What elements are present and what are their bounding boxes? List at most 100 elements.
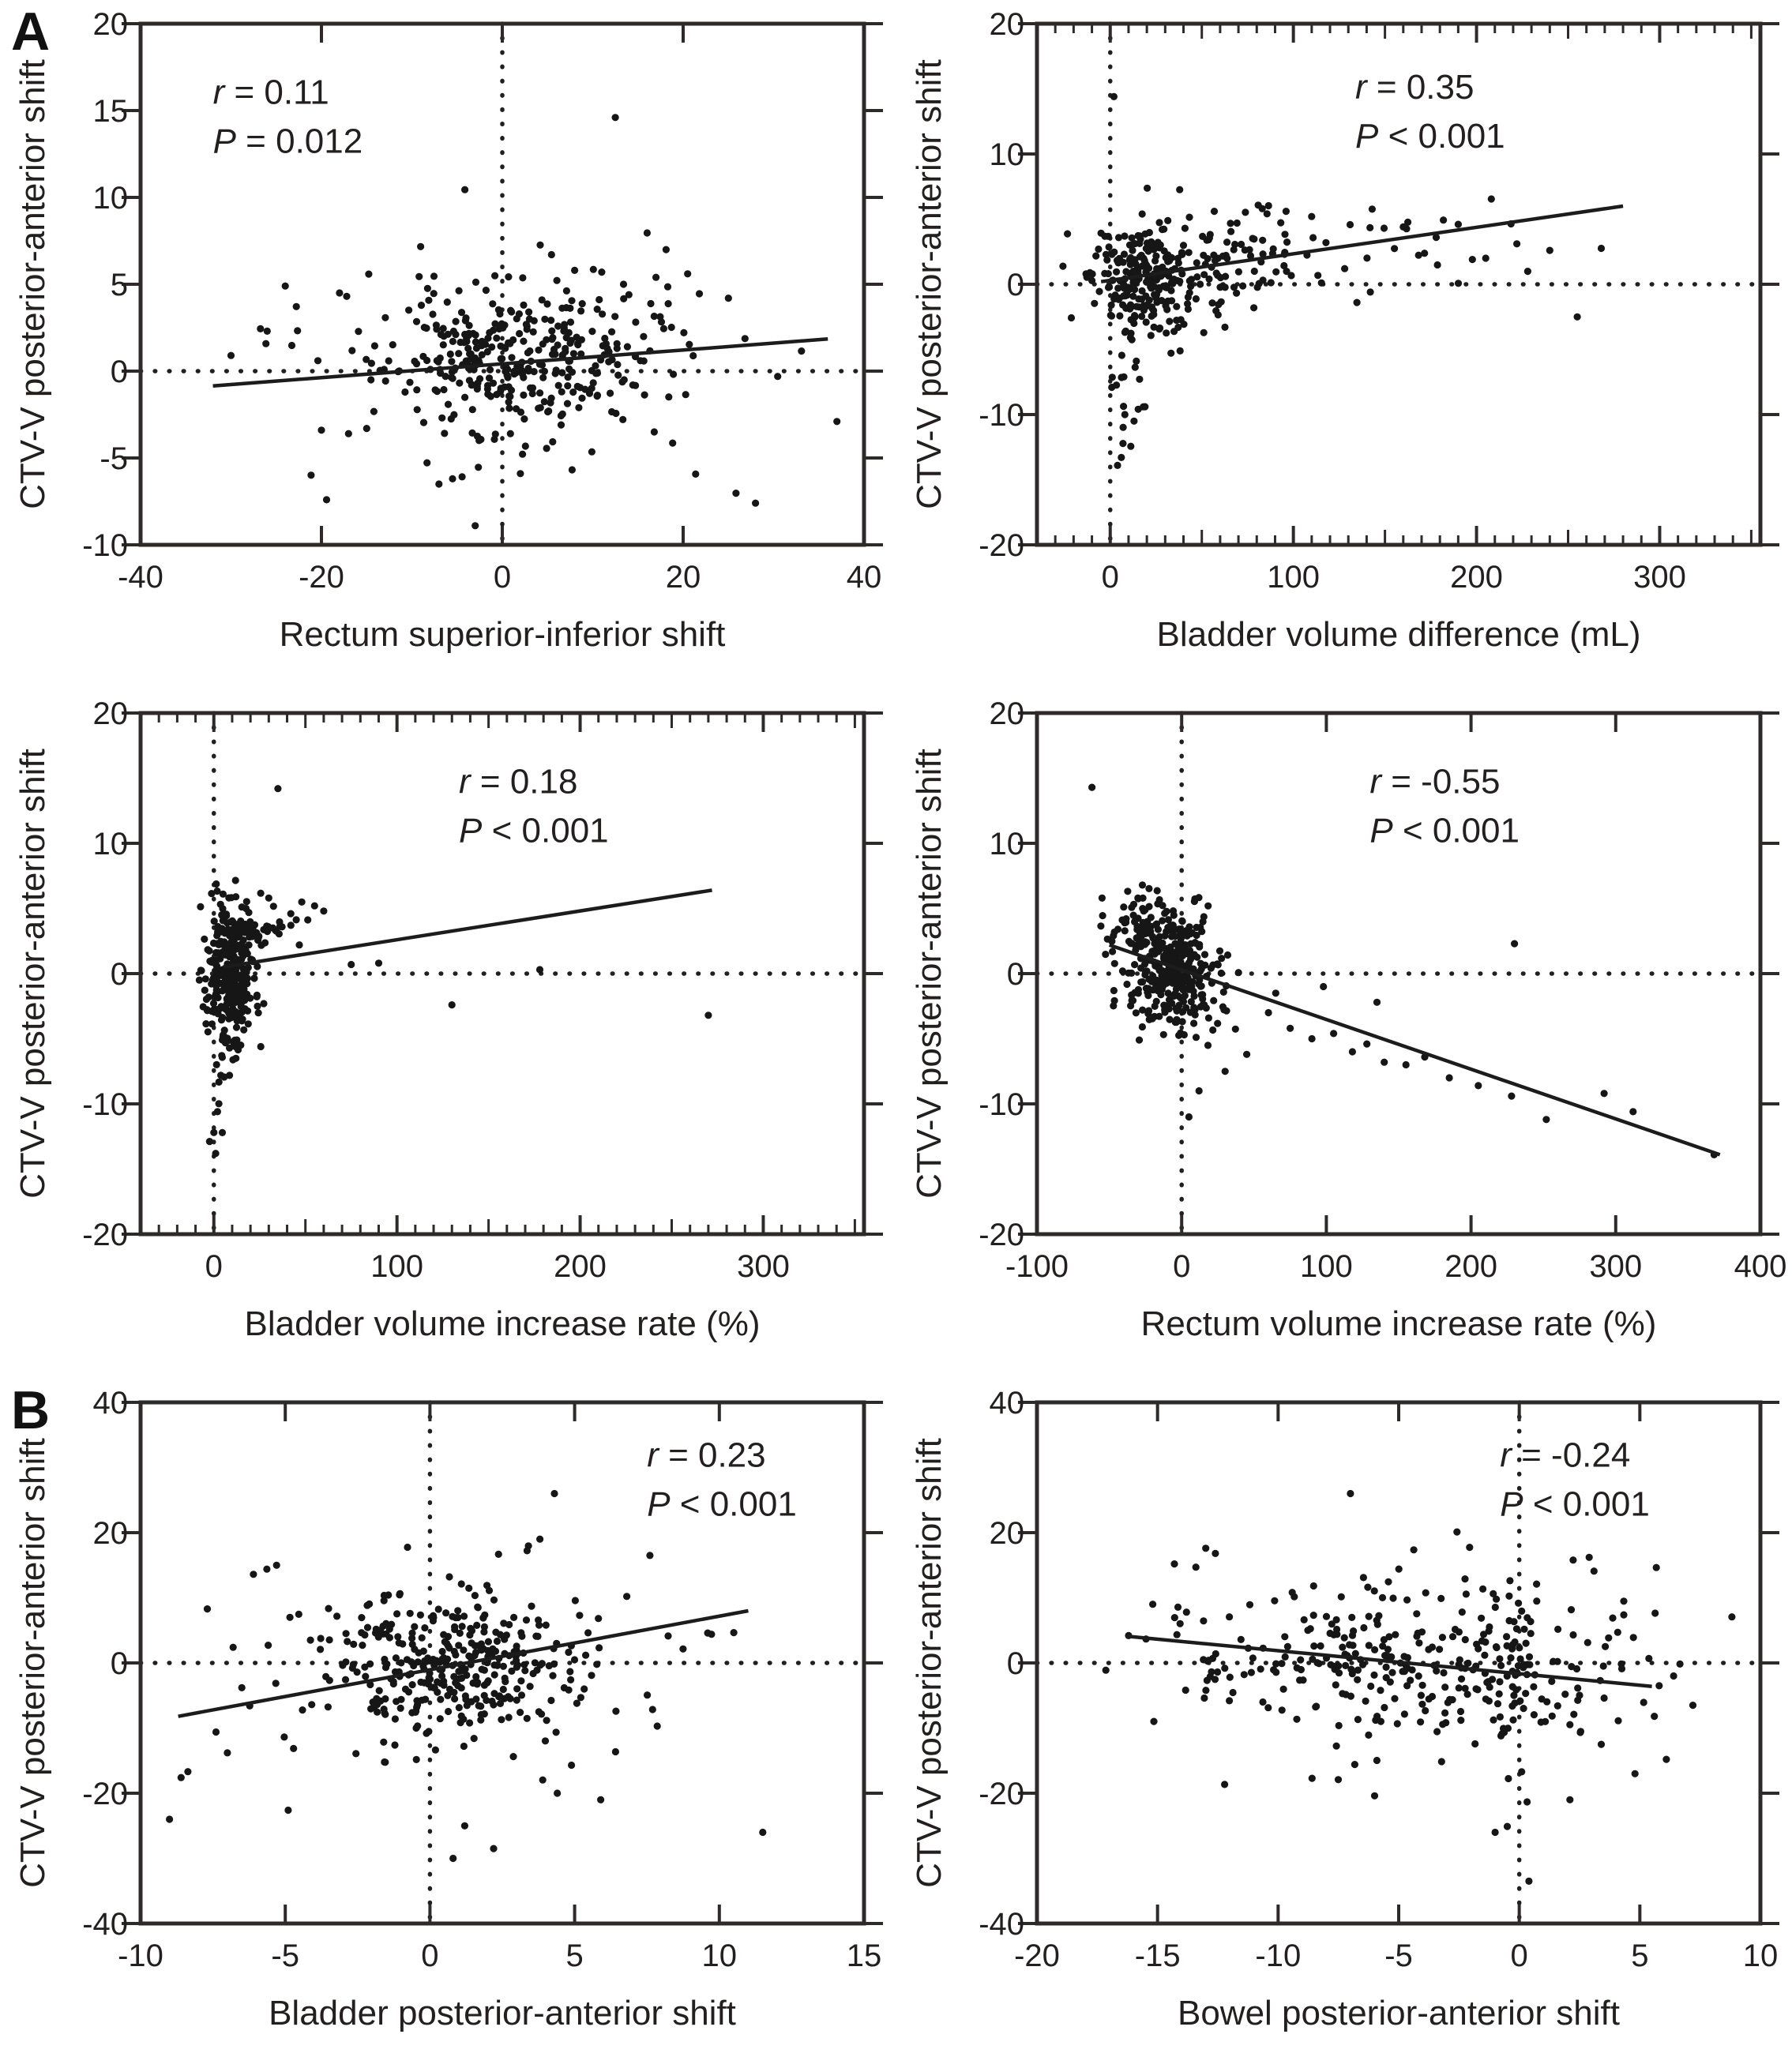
scatter-plot-bowel-pa-shift: -20 -15 -10 -5 0 5 10 -40 -20 0 20 40 Bowel posterio… [896,1379,1792,2068]
correlation-annotation: r = -0.24 P < 0.001 [1500,1436,1650,1524]
y-axis-label: CTV-V posterior-anterior shift [910,749,949,1199]
svg-text:-40: -40 [82,1907,128,1942]
svg-text:20: 20 [666,560,701,595]
axis-ticks [1018,711,1779,1236]
axis-ticks [122,711,883,1236]
svg-text:5: 5 [111,268,128,302]
bladder-volume-difference-svg: 0 100 200 300 -20 -10 0 10 20 Bladder volume diff… [910,7,1779,654]
svg-text:-10: -10 [1255,1939,1301,1973]
zero-reference-lines [138,1400,866,1926]
svg-text:-10: -10 [979,1087,1024,1122]
svg-text:40: 40 [990,1386,1025,1421]
svg-text:300: 300 [1589,1249,1642,1284]
svg-text:-10: -10 [118,1939,163,1973]
tick-labels: 0 100 200 300 -20 -10 0 10 20 [82,696,790,1284]
svg-text:10: 10 [702,1939,738,1973]
svg-text:100: 100 [1267,560,1320,595]
svg-text:-15: -15 [1135,1939,1181,1973]
scatter-points [1088,783,1718,1158]
scatter-plot-bladder-volume-difference: 0 100 200 300 -20 -10 0 10 20 Bladder volume diff… [896,0,1792,689]
tick-labels: 0 100 200 300 -20 -10 0 10 20 [979,7,1686,595]
regression-line [178,1608,749,1718]
x-axis-label: Rectum superior-inferior shift [280,615,726,654]
scatter-points [1102,1489,1736,1885]
svg-text:0: 0 [1007,268,1024,302]
y-axis-label: CTV-V posterior-anterior shift [13,1438,52,1888]
bladder-volume-increase-rate-svg: 0 100 200 300 -20 -10 0 10 20 Bladder volume incr… [13,696,883,1343]
y-axis-label: CTV-V posterior-anterior shift [910,59,949,509]
correlation-annotation: r = 0.23 P < 0.001 [647,1436,797,1524]
zero-reference-lines [1035,711,1763,1237]
x-axis-label: Bladder volume increase rate (%) [245,1304,761,1343]
svg-text:10: 10 [93,181,129,216]
svg-text:100: 100 [370,1249,423,1284]
svg-text:15: 15 [93,94,129,129]
svg-text:200: 200 [1444,1249,1497,1284]
regression-line [212,337,828,388]
svg-text:P = 0.012: P = 0.012 [213,122,363,160]
y-axis-label: CTV-V posterior-anterior shift [13,59,52,509]
scatter-points [166,1489,767,1863]
svg-text:20: 20 [93,696,129,731]
svg-text:-20: -20 [299,560,344,595]
svg-text:-10: -10 [979,398,1024,433]
svg-text:0: 0 [421,1939,438,1973]
panel-label-a: A [11,2,51,62]
x-axis-label: Bladder posterior-anterior shift [269,1994,736,2032]
tick-labels: -10 -5 0 5 10 15 -40 -20 0 20 40 [82,1386,881,1973]
regression-line [1108,943,1721,1157]
y-axis-label: CTV-V posterior-anterior shift [910,1438,949,1888]
svg-text:20: 20 [93,1516,129,1551]
svg-text:-10: -10 [82,528,128,563]
panel-label-b: B [11,1380,51,1440]
svg-text:-20: -20 [979,528,1024,563]
svg-text:-20: -20 [82,1218,128,1252]
correlation-annotation: r = -0.55 P < 0.001 [1369,762,1520,850]
svg-text:0: 0 [494,560,511,595]
zero-reference-lines [138,21,866,547]
x-axis-label: Bladder volume difference (mL) [1156,615,1640,654]
svg-text:0: 0 [111,1646,128,1681]
svg-text:r = 0.18: r = 0.18 [459,762,577,801]
correlation-annotation: r = 0.35 P < 0.001 [1355,68,1505,156]
svg-text:15: 15 [847,1939,882,1973]
scatter-plot-bladder-volume-increase-rate: 0 100 200 300 -20 -10 0 10 20 Bladder volume incr… [0,689,896,1379]
zero-reference-lines [1035,21,1763,547]
svg-text:-20: -20 [82,1777,128,1811]
svg-text:5: 5 [565,1939,583,1973]
svg-text:P < 0.001: P < 0.001 [459,811,609,850]
svg-text:10: 10 [990,137,1025,172]
svg-text:r = -0.55: r = -0.55 [1369,762,1500,801]
svg-text:10: 10 [1743,1939,1779,1973]
svg-text:0: 0 [1511,1939,1528,1973]
svg-text:-40: -40 [979,1907,1024,1942]
svg-text:0: 0 [111,957,128,992]
scatter-points [1059,92,1606,470]
bladder-pa-shift-svg: -10 -5 0 5 10 15 -40 -20 0 20 40 Bladder posterior-… [13,1386,883,2032]
svg-text:-20: -20 [1014,1939,1060,1973]
axis-ticks [1018,22,1779,546]
scatter-plot-rectum-si-shift: -40 -20 0 20 40 -10 -5 0 5 10 15 20 Rectum superior-… [0,0,896,689]
regression-line [223,888,712,969]
zero-reference-lines [1035,1400,1763,1926]
svg-text:-40: -40 [118,560,163,595]
svg-text:r = -0.24: r = -0.24 [1500,1436,1630,1475]
tick-labels: -40 -20 0 20 40 -10 -5 0 5 10 15 20 [82,7,881,595]
svg-text:200: 200 [554,1249,607,1284]
zero-reference-lines [138,711,866,1237]
svg-text:200: 200 [1450,560,1503,595]
correlation-annotation: r = 0.18 P < 0.001 [459,762,609,850]
svg-text:40: 40 [93,1386,129,1421]
svg-text:20: 20 [990,696,1025,731]
svg-text:-100: -100 [1005,1249,1069,1284]
x-axis-label: Bowel posterior-anterior shift [1178,1994,1620,2032]
svg-text:100: 100 [1300,1249,1353,1284]
svg-text:P < 0.001: P < 0.001 [647,1485,797,1524]
regression-line [1100,204,1624,283]
svg-text:-5: -5 [271,1939,299,1973]
svg-text:0: 0 [111,355,128,389]
svg-text:400: 400 [1734,1249,1787,1284]
